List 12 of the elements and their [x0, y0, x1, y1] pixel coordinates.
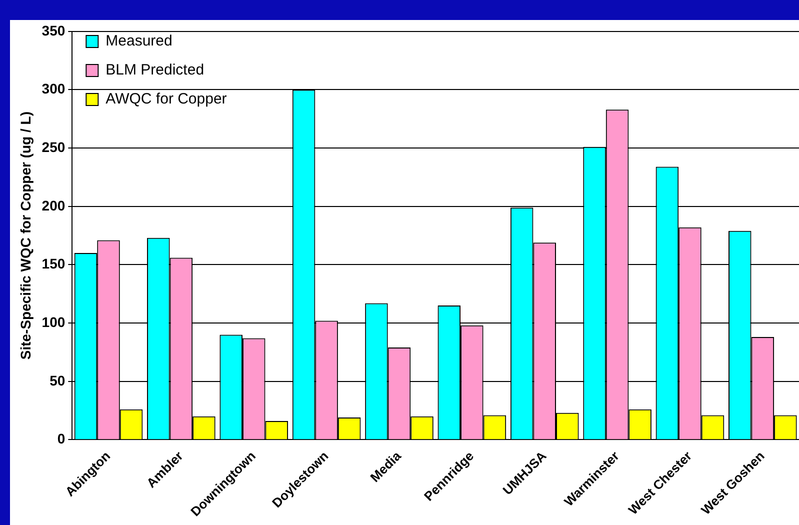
- y-tick-label: 250: [42, 138, 66, 155]
- y-axis-title: Site-Specific WQC for Copper (ug / L): [17, 112, 34, 360]
- y-tick-label: 150: [42, 256, 66, 272]
- y-tick-label: 50: [50, 372, 66, 388]
- y-tick-label: 100: [42, 314, 66, 330]
- legend-label: AWQC for Copper: [106, 90, 227, 108]
- legend-label: Measured: [106, 32, 172, 50]
- y-tick-label: 350: [42, 22, 66, 38]
- y-tick-label: 200: [42, 197, 66, 214]
- y-tick-label: 0: [57, 430, 66, 447]
- y-tick-label: 300: [42, 80, 66, 97]
- legend-label: BLM Predicted: [106, 62, 204, 79]
